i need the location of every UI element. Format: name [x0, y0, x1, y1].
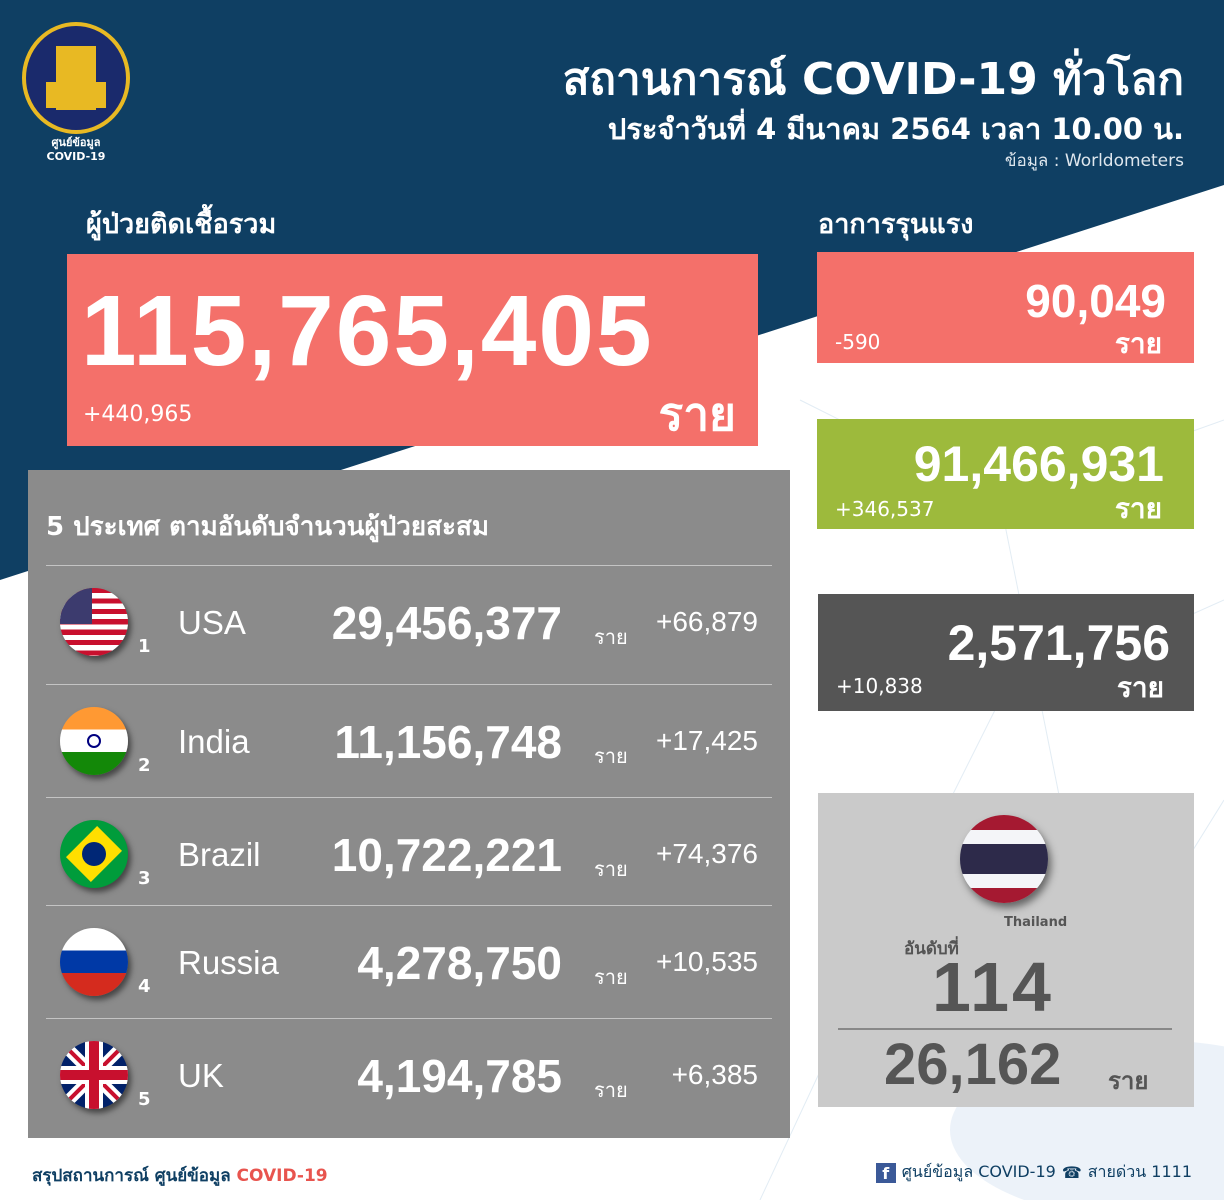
thailand-rank: 114 — [932, 948, 1054, 1026]
country-rank: 3 — [138, 868, 151, 889]
india-flag-icon — [60, 707, 128, 775]
country-change: +74,376 — [656, 838, 758, 869]
facebook-icon: f — [875, 1162, 896, 1183]
recovered-change: +346,537 — [835, 497, 935, 521]
country-name: Russia — [178, 944, 279, 981]
country-name: UK — [178, 1057, 224, 1094]
thailand-flag-icon — [960, 815, 1048, 903]
country-cases: 10,722,221 — [331, 829, 562, 881]
country-row: 2 India 11,156,748 ราย +17,425 — [46, 684, 772, 797]
severe-change: -590 — [835, 330, 881, 354]
thailand-rank-label: อันดับที่ — [904, 939, 959, 959]
country-change: +66,879 — [656, 606, 758, 637]
total-cases-card: 115,765,405 +440,965 ราย — [67, 254, 758, 446]
country-name: Brazil — [178, 836, 261, 873]
page-title: สถานการณ์ COVID-19 ทั่วโลก — [562, 54, 1184, 105]
country-change: +10,535 — [656, 946, 758, 977]
country-rank: 1 — [138, 636, 151, 657]
data-source: ข้อมูล : Worldometers — [1004, 151, 1184, 171]
deaths-label: ผู้เสียชีวิตรวม — [818, 557, 974, 588]
country-unit: ราย — [594, 1078, 628, 1102]
country-unit: ราย — [594, 625, 628, 649]
thailand-cases: 26,162 — [884, 1032, 1062, 1097]
country-unit: ราย — [594, 857, 628, 881]
total-cases-change: +440,965 — [83, 402, 193, 427]
footer-contacts: f ศูนย์ข้อมูล COVID-19 ☎ สายด่วน 1111 — [875, 1160, 1192, 1185]
footer-text: สรุปสถานการณ์ ศูนย์ข้อมูล — [32, 1166, 237, 1186]
country-cases: 11,156,748 — [334, 716, 562, 768]
country-row: 4 Russia 4,278,750 ราย +10,535 — [46, 905, 772, 1018]
phone-icon: ☎ — [1061, 1163, 1082, 1182]
deaths-card: 2,571,756 +10,838 ราย — [818, 594, 1194, 711]
russia-flag-icon — [60, 928, 128, 996]
severe-label: อาการรุนแรง — [818, 209, 974, 240]
deaths-unit: ราย — [1116, 671, 1164, 704]
severe-unit: ราย — [1114, 327, 1162, 360]
thailand-name: Thailand — [1004, 915, 1068, 930]
country-unit: ราย — [594, 744, 628, 768]
usa-flag-icon — [60, 588, 128, 656]
brazil-flag-icon — [60, 820, 128, 888]
top5-panel: 5 ประเทศ ตามอันดับจำนวนผู้ป่วยสะสม 1 USA… — [28, 470, 790, 1138]
page-subtitle: ประจำวันที่ 4 มีนาคม 2564 เวลา 10.00 น. — [607, 112, 1184, 146]
recovered-unit: ราย — [1114, 492, 1162, 525]
recovered-value: 91,466,931 — [913, 436, 1164, 492]
facebook-page-link[interactable]: ศูนย์ข้อมูล COVID-19 — [901, 1162, 1056, 1181]
uk-flag-icon — [60, 1041, 128, 1109]
country-cases: 4,278,750 — [357, 937, 562, 989]
government-seal-logo — [22, 22, 130, 140]
country-row: 1 USA 29,456,377 ราย +66,879 — [46, 565, 772, 678]
footer-accent: COVID-19 — [236, 1166, 328, 1186]
logo-caption: ศูนย์ข้อมูล COVID-19 — [20, 136, 132, 164]
country-name: India — [178, 723, 250, 760]
country-row: 3 Brazil 10,722,221 ราย +74,376 — [46, 797, 772, 910]
thailand-card: Thailand อันดับที่ 114 26,162 ราย — [818, 793, 1194, 1107]
country-cases: 29,456,377 — [331, 597, 562, 649]
total-cases-label: ผู้ป่วยติดเชื้อรวม — [86, 209, 277, 240]
country-row: 5 UK 4,194,785 ราย +6,385 — [46, 1018, 772, 1131]
country-cases: 4,194,785 — [357, 1050, 562, 1102]
country-rank: 5 — [138, 1089, 151, 1110]
divider — [838, 1028, 1172, 1030]
country-change: +6,385 — [671, 1059, 758, 1090]
top5-heading: 5 ประเทศ ตามอันดับจำนวนผู้ป่วยสะสม — [46, 512, 489, 542]
country-rank: 4 — [138, 976, 151, 997]
recovered-label: รักษาหายแล้ว — [818, 379, 980, 410]
logo-caption-line2: COVID-19 — [46, 150, 106, 163]
total-cases-unit: ราย — [658, 387, 737, 441]
footer-caption: สรุปสถานการณ์ ศูนย์ข้อมูล COVID-19 — [32, 1162, 328, 1189]
deaths-value: 2,571,756 — [947, 615, 1170, 671]
severe-value: 90,049 — [1025, 275, 1166, 327]
country-unit: ราย — [594, 965, 628, 989]
logo-caption-line1: ศูนย์ข้อมูล — [51, 136, 101, 149]
total-cases-value: 115,765,405 — [81, 275, 654, 387]
country-change: +17,425 — [656, 725, 758, 756]
country-rank: 2 — [138, 755, 151, 776]
country-name: USA — [178, 604, 246, 641]
severe-card: 90,049 -590 ราย — [817, 252, 1194, 363]
hotline-text: สายด่วน 1111 — [1087, 1162, 1192, 1181]
deaths-change: +10,838 — [836, 674, 923, 698]
thailand-unit: ราย — [1108, 1067, 1149, 1095]
recovered-card: 91,466,931 +346,537 ราย — [817, 419, 1194, 529]
